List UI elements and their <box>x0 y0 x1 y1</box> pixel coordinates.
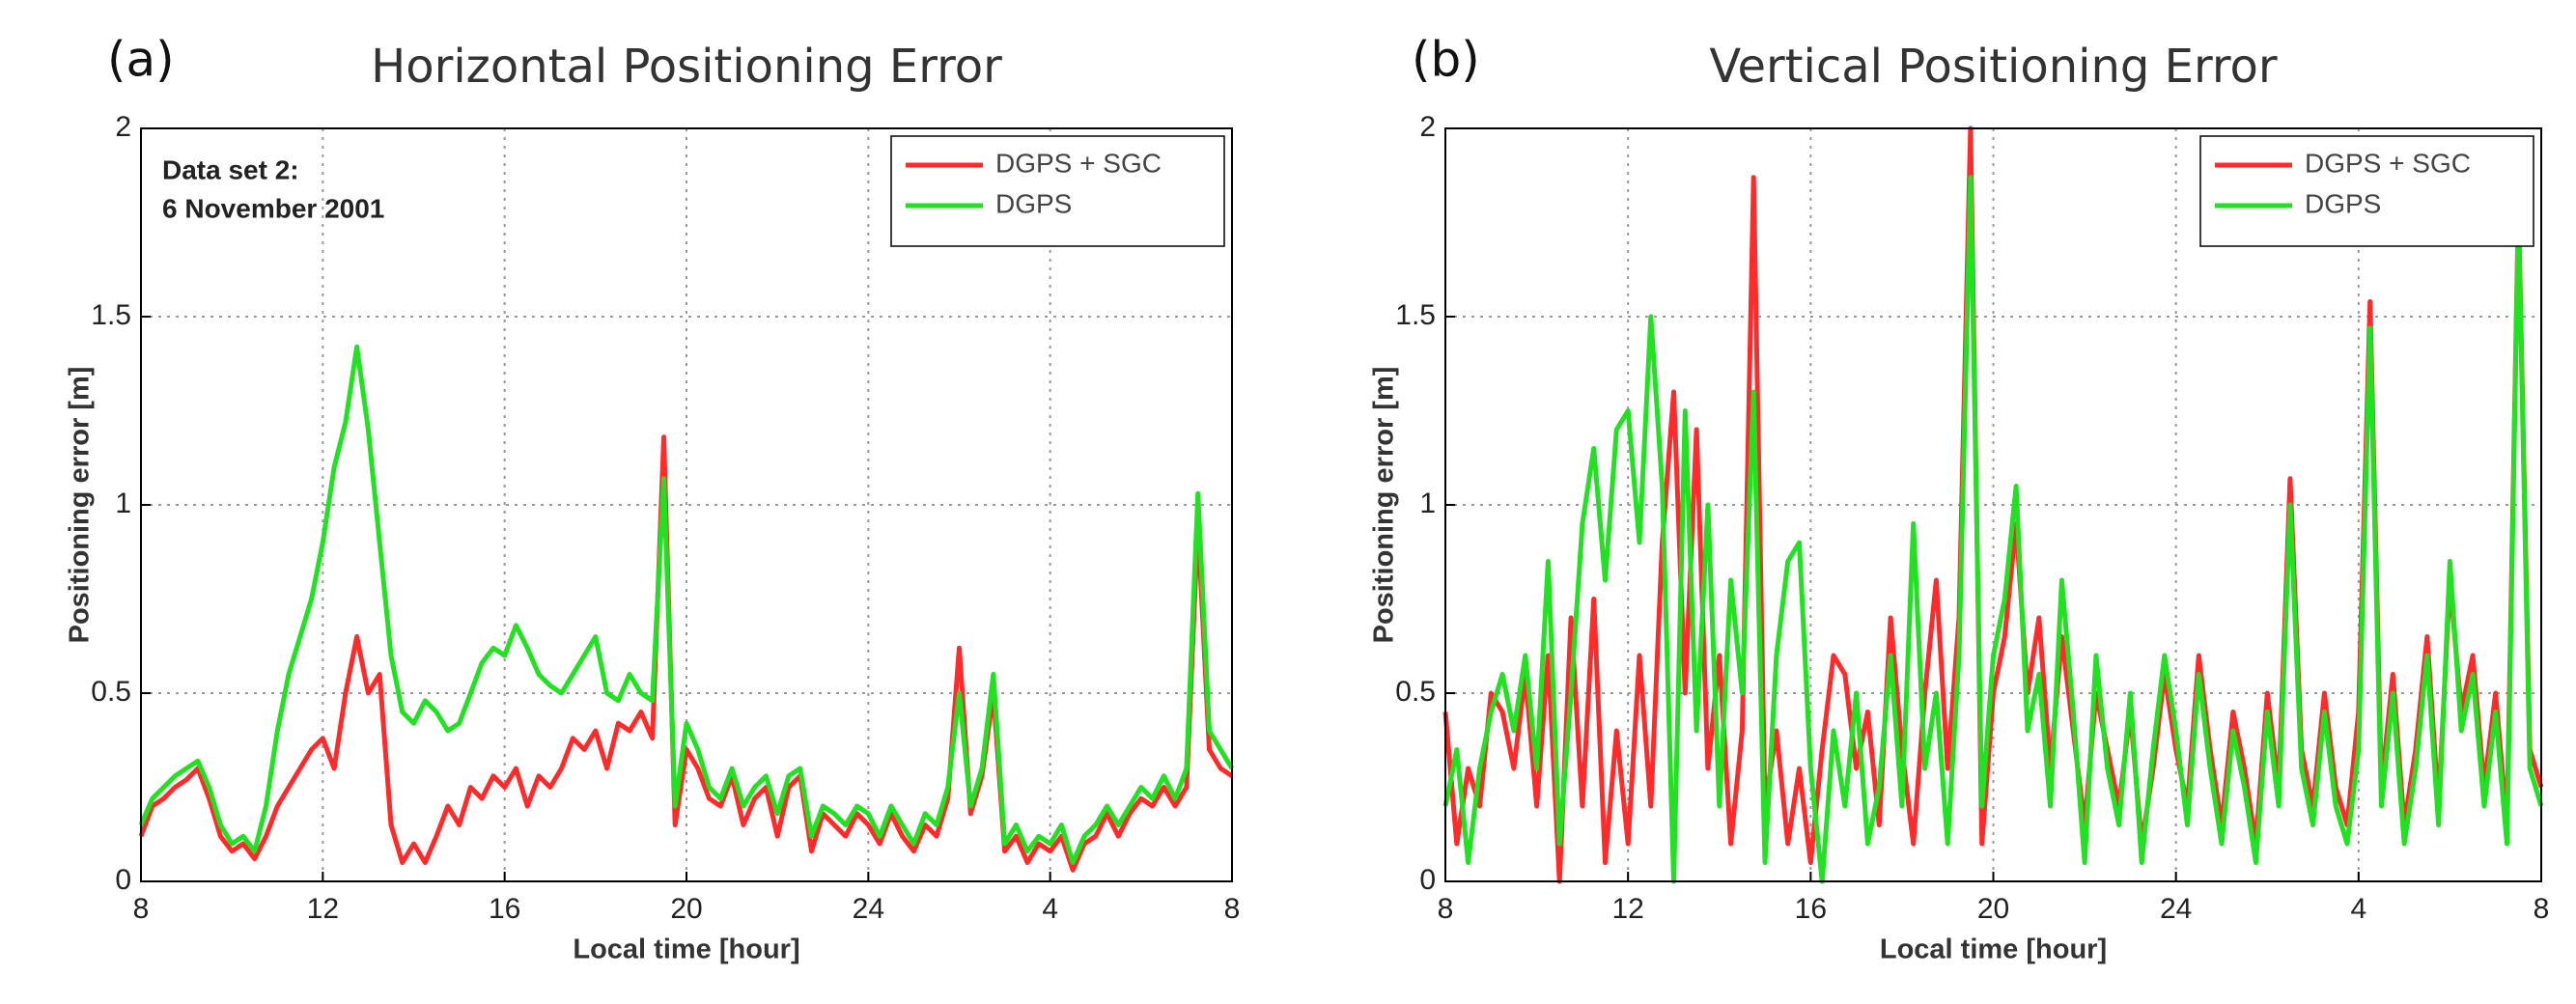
y-axis-label: Positioning error [m] <box>1369 367 1400 644</box>
y-tick-label: 0.5 <box>91 676 131 708</box>
x-tick-label: 24 <box>2160 893 2192 925</box>
x-tick-label: 8 <box>1224 893 1241 925</box>
chart-title: Horizontal Positioning Error <box>371 40 1002 94</box>
chart-title: Vertical Positioning Error <box>1709 40 2278 94</box>
y-tick-label: 1 <box>115 488 131 519</box>
y-axis-label: Positioning error [m] <box>65 367 96 644</box>
legend-label: DGPS + SGC <box>995 148 1162 178</box>
data-line <box>138 434 1234 873</box>
plot-frame <box>1444 127 2542 882</box>
legend-label: DGPS <box>2305 188 2381 218</box>
x-tick-label: 4 <box>1042 893 1058 925</box>
x-tick-label: 8 <box>1438 893 1454 925</box>
legend-label: DGPS <box>995 188 1072 218</box>
data-line <box>138 344 1235 865</box>
plot-frame <box>140 127 1233 882</box>
x-tick-label: 8 <box>2534 893 2550 925</box>
x-tick-label: 12 <box>307 893 339 925</box>
legend-box <box>2199 135 2534 247</box>
y-tick-label: 2 <box>1419 111 1436 143</box>
y-tick-label: 1.5 <box>91 299 131 331</box>
x-tick-label: 16 <box>489 893 520 925</box>
x-tick-label: 20 <box>1977 893 2009 925</box>
annotation: 6 November 2001 <box>162 193 384 223</box>
legend-label: DGPS + SGC <box>2305 148 2471 178</box>
y-tick-label: 0 <box>1419 864 1436 896</box>
y-tick-label: 0 <box>115 864 131 896</box>
annotation: Data set 2: <box>162 154 299 184</box>
y-tick-label: 1.5 <box>1395 299 1436 331</box>
y-tick-label: 1 <box>1419 488 1436 519</box>
data-line <box>1442 175 2544 884</box>
legend-box <box>890 135 1225 247</box>
x-tick-label: 8 <box>133 893 150 925</box>
panel-label: (b) <box>1412 32 1480 88</box>
x-tick-label: 4 <box>2350 893 2366 925</box>
x-tick-label: 20 <box>670 893 702 925</box>
y-tick-label: 0.5 <box>1395 676 1436 708</box>
y-tick-label: 2 <box>115 111 131 143</box>
panel-label: (a) <box>107 32 175 88</box>
x-tick-label: 16 <box>1795 893 1827 925</box>
x-tick-label: 12 <box>1611 893 1643 925</box>
x-axis-label: Local time [hour] <box>1880 934 2107 965</box>
x-tick-label: 24 <box>853 893 884 925</box>
x-axis-label: Local time [hour] <box>573 934 799 965</box>
